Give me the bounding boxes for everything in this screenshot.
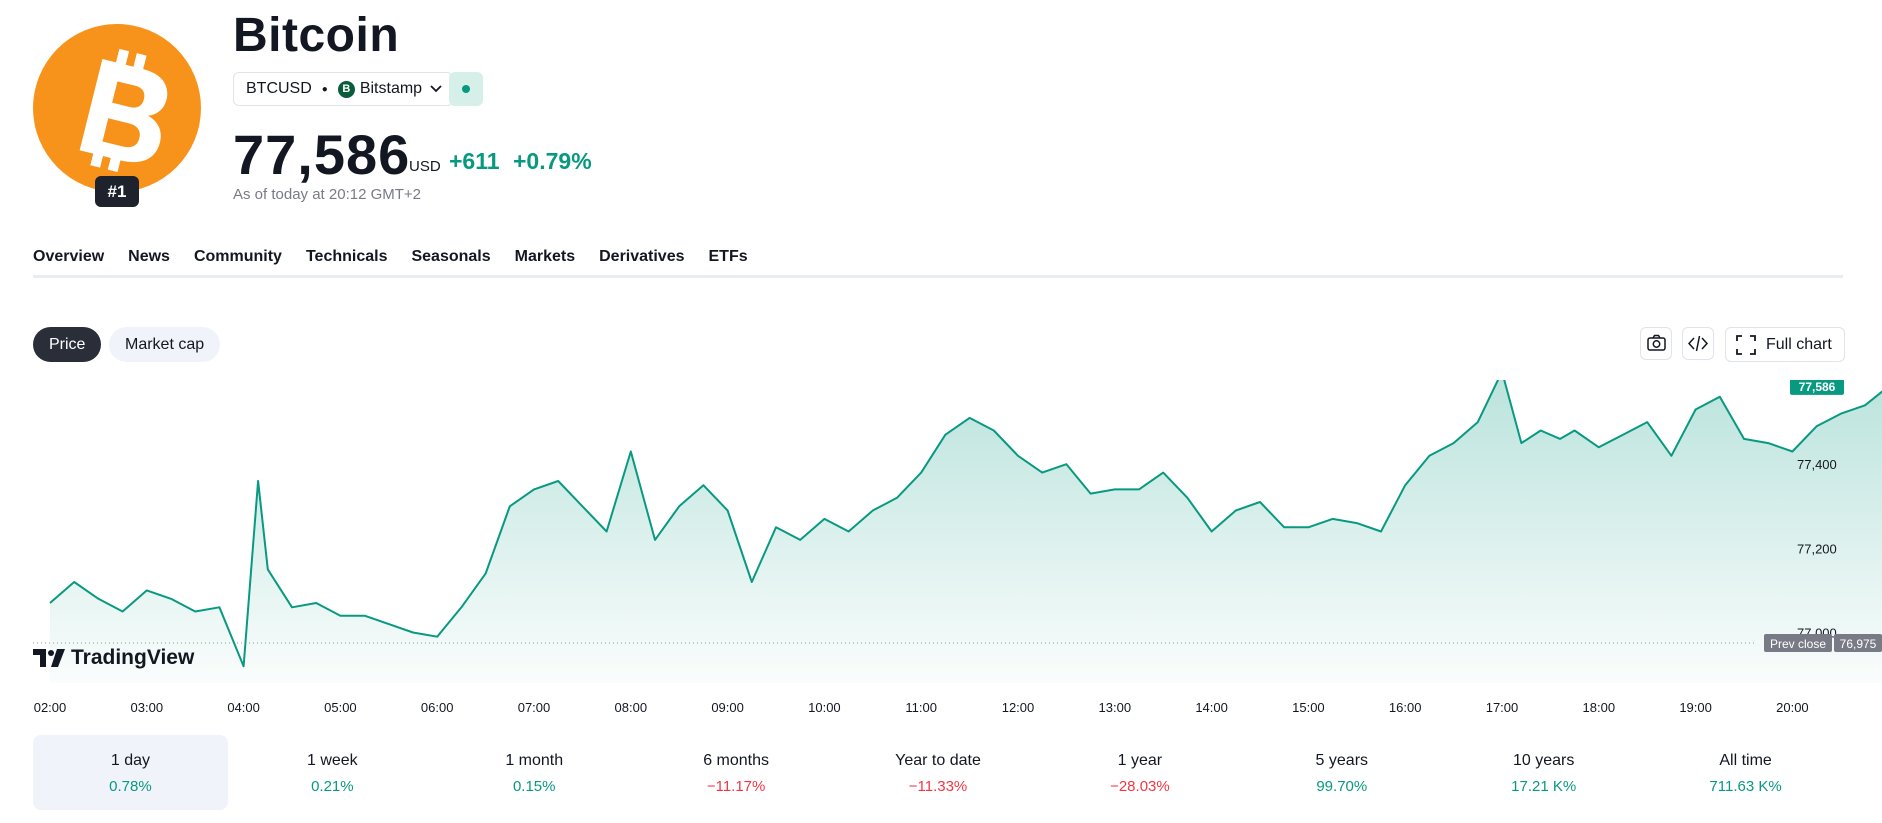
- last-price-marker: [1790, 380, 1844, 395]
- period-label: All time: [1719, 752, 1772, 769]
- period-value: −11.17%: [706, 778, 766, 795]
- y-axis-tick-label: 77,400: [1797, 457, 1837, 472]
- x-axis-tick-label: 17:00: [1486, 700, 1519, 715]
- x-axis-tick-label: 07:00: [518, 700, 551, 715]
- period-value: 17.21 K%: [1511, 778, 1577, 795]
- market-status-indicator[interactable]: [449, 72, 483, 106]
- period-value: 0.15%: [512, 778, 556, 795]
- x-axis-tick-label: 12:00: [1002, 700, 1035, 715]
- prev-close-text: Prev close: [1770, 637, 1826, 651]
- tab-technicals[interactable]: Technicals: [305, 248, 388, 265]
- period-label: 1 year: [1117, 752, 1163, 769]
- period-label: 6 months: [703, 752, 770, 769]
- fullscreen-icon: [1736, 334, 1756, 355]
- prev-close-text-box: [1764, 634, 1832, 653]
- bitcoin-logo: [33, 24, 201, 192]
- chevron-down-icon: [430, 85, 442, 93]
- x-axis-tick-label: 11:00: [905, 700, 937, 715]
- section-tabs: Overview News Community Technicals Seaso…: [33, 248, 772, 278]
- separator-dot: ●: [321, 83, 328, 95]
- tab-derivatives[interactable]: Derivatives: [599, 248, 685, 265]
- x-axis-tick-label: 03:00: [131, 700, 164, 715]
- period-label: 1 day: [110, 752, 151, 769]
- price-series-line: [49, 380, 1882, 668]
- period-year-to-date[interactable]: Year to date −11.33%: [841, 735, 1036, 810]
- full-chart-label: Full chart: [1766, 335, 1832, 353]
- period-value: 0.21%: [311, 778, 354, 795]
- live-dot-icon: [462, 85, 470, 93]
- symbol-exchange-selector[interactable]: BTCUSD ● B Bitstamp: [233, 72, 454, 106]
- period-label: 1 week: [306, 752, 358, 769]
- tab-markets[interactable]: Markets: [514, 248, 576, 265]
- x-axis-tick-label: 05:00: [324, 700, 357, 715]
- price-change-absolute: +611: [449, 148, 500, 174]
- prev-close-value-box: [1834, 634, 1882, 653]
- price-value: 77,586: [233, 123, 411, 186]
- period-1-day[interactable]: 1 day 0.78%: [33, 735, 228, 810]
- rank-badge: #1: [95, 176, 139, 207]
- period-label: Year to date: [895, 752, 981, 769]
- tradingview-wordmark: TradingView: [71, 646, 195, 669]
- x-axis-tick-label: 18:00: [1583, 700, 1616, 715]
- x-axis-tick-label: 16:00: [1389, 700, 1422, 715]
- price-toggle-button[interactable]: Price: [33, 327, 102, 362]
- x-axis-tick-label: 06:00: [421, 700, 454, 715]
- period-value: 99.70%: [1316, 778, 1368, 795]
- period-value: 0.78%: [109, 778, 152, 795]
- tradingview-icon: [33, 649, 65, 667]
- x-axis-tick-label: 15:00: [1292, 700, 1325, 715]
- price-area-fill: [50, 380, 1882, 683]
- period-1-week[interactable]: 1 week 0.21%: [235, 735, 430, 810]
- bitcoin-symbol-icon: [79, 48, 168, 173]
- tradingview-logo[interactable]: TradingView: [33, 646, 194, 670]
- period-value: 711.63 K%: [1709, 778, 1782, 795]
- exchange-label: Bitstamp: [359, 80, 423, 97]
- period-all-time[interactable]: All time 711.63 K%: [1648, 735, 1843, 810]
- period-label: 10 years: [1512, 752, 1575, 769]
- screenshot-button[interactable]: [1640, 327, 1672, 360]
- period-value: −11.33%: [908, 778, 968, 795]
- x-axis-tick-label: 04:00: [227, 700, 260, 715]
- symbol-label: BTCUSD: [246, 80, 312, 97]
- as-of-timestamp: As of today at 20:12 GMT+2: [233, 186, 422, 203]
- price-currency: USD: [409, 158, 441, 175]
- code-icon: [1687, 335, 1709, 352]
- period-10-years[interactable]: 10 years 17.21 K%: [1446, 735, 1641, 810]
- bitstamp-icon: B: [337, 80, 355, 98]
- tab-community[interactable]: Community: [193, 248, 282, 265]
- tabs-divider: [33, 275, 1843, 278]
- period-1-month[interactable]: 1 month 0.15%: [437, 735, 632, 810]
- y-axis-tick-label: 77,200: [1797, 541, 1837, 556]
- period-5-years[interactable]: 5 years 99.70%: [1244, 735, 1439, 810]
- embed-button[interactable]: [1682, 327, 1714, 360]
- price-change-percent: +0.79%: [513, 148, 592, 174]
- asset-title: Bitcoin: [233, 9, 400, 62]
- camera-icon: [1647, 334, 1666, 351]
- tab-etfs[interactable]: ETFs: [708, 248, 748, 265]
- last-price-label: 77,586: [1799, 380, 1836, 394]
- x-axis-tick-label: 02:00: [34, 700, 67, 715]
- period-6-months[interactable]: 6 months −11.17%: [639, 735, 834, 810]
- x-axis-tick-label: 10:00: [808, 700, 841, 715]
- tab-overview[interactable]: Overview: [33, 248, 105, 278]
- period-label: 1 month: [505, 752, 564, 769]
- x-axis-tick-label: 08:00: [615, 700, 648, 715]
- period-value: −28.03%: [1110, 778, 1170, 795]
- tab-news[interactable]: News: [128, 248, 170, 265]
- x-axis-tick-label: 20:00: [1776, 700, 1809, 715]
- period-performance-bar: 1 day 0.78% 1 week 0.21% 1 month 0.15% 6 mo…: [33, 735, 1843, 810]
- prev-close-value: 76,975: [1840, 637, 1877, 651]
- x-axis-tick-label: 14:00: [1195, 700, 1228, 715]
- full-chart-button[interactable]: Full chart: [1725, 327, 1845, 362]
- tab-seasonals[interactable]: Seasonals: [411, 248, 491, 265]
- x-axis-tick-label: 09:00: [711, 700, 744, 715]
- x-axis-tick-label: 13:00: [1099, 700, 1132, 715]
- x-axis-tick-label: 19:00: [1679, 700, 1712, 715]
- market-cap-toggle-button[interactable]: Market cap: [109, 327, 221, 362]
- period-label: 5 years: [1315, 752, 1369, 769]
- period-1-year[interactable]: 1 year −28.03%: [1042, 735, 1237, 810]
